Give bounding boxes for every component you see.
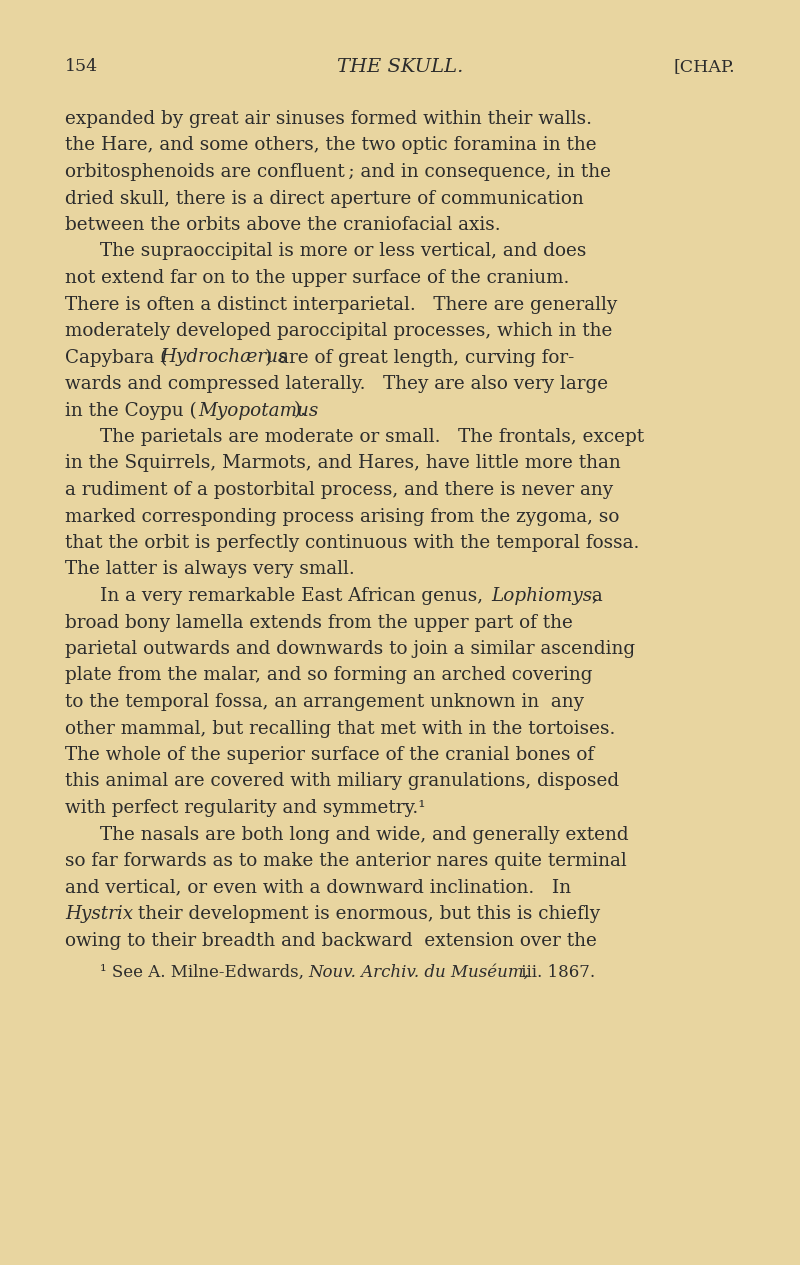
Text: in the Squirrels, Marmots, and Hares, have little more than: in the Squirrels, Marmots, and Hares, ha… bbox=[65, 454, 621, 473]
Text: Capybara (: Capybara ( bbox=[65, 348, 167, 367]
Text: ¹ See A. Milne-Edwards,: ¹ See A. Milne-Edwards, bbox=[100, 964, 310, 980]
Text: Hystrix: Hystrix bbox=[65, 904, 133, 923]
Text: Lophiomys,: Lophiomys, bbox=[491, 587, 598, 605]
Text: The latter is always very small.: The latter is always very small. bbox=[65, 560, 354, 578]
Text: so far forwards as to make the anterior nares quite terminal: so far forwards as to make the anterior … bbox=[65, 853, 626, 870]
Text: Hydrochærus: Hydrochærus bbox=[160, 348, 288, 367]
Text: owing to their breadth and backward  extension over the: owing to their breadth and backward exte… bbox=[65, 931, 597, 950]
Text: plate from the malar, and so forming an arched covering: plate from the malar, and so forming an … bbox=[65, 667, 593, 684]
Text: a rudiment of a postorbital process, and there is never any: a rudiment of a postorbital process, and… bbox=[65, 481, 613, 498]
Text: The nasals are both long and wide, and generally extend: The nasals are both long and wide, and g… bbox=[100, 826, 629, 844]
Text: not extend far on to the upper surface of the cranium.: not extend far on to the upper surface o… bbox=[65, 269, 570, 287]
Text: between the orbits above the craniofacial axis.: between the orbits above the craniofacia… bbox=[65, 216, 501, 234]
Text: ).: ). bbox=[294, 401, 307, 420]
Text: 154: 154 bbox=[65, 58, 98, 75]
Text: parietal outwards and downwards to join a similar ascending: parietal outwards and downwards to join … bbox=[65, 640, 635, 658]
Text: dried skull, there is a direct aperture of communication: dried skull, there is a direct aperture … bbox=[65, 190, 584, 207]
Text: The supraoccipital is more or less vertical, and does: The supraoccipital is more or less verti… bbox=[100, 243, 586, 261]
Text: ) are of great length, curving for-: ) are of great length, curving for- bbox=[266, 348, 574, 367]
Text: moderately developed paroccipital processes, which in the: moderately developed paroccipital proces… bbox=[65, 323, 612, 340]
Text: their development is enormous, but this is chiefly: their development is enormous, but this … bbox=[132, 904, 600, 923]
Text: with perfect regularity and symmetry.¹: with perfect regularity and symmetry.¹ bbox=[65, 799, 426, 817]
Text: marked corresponding process arising from the zygoma, so: marked corresponding process arising fro… bbox=[65, 507, 619, 525]
Text: Myopotamus: Myopotamus bbox=[198, 401, 318, 420]
Text: [CHAP.: [CHAP. bbox=[674, 58, 735, 75]
Text: and vertical, or even with a downward inclination.   In: and vertical, or even with a downward in… bbox=[65, 878, 571, 897]
Text: iii. 1867.: iii. 1867. bbox=[516, 964, 595, 980]
Text: Nouv. Archiv. du Muséum,: Nouv. Archiv. du Muséum, bbox=[308, 964, 529, 980]
Text: In a very remarkable East African genus,: In a very remarkable East African genus, bbox=[100, 587, 489, 605]
Text: wards and compressed laterally.   They are also very large: wards and compressed laterally. They are… bbox=[65, 374, 608, 393]
Text: The whole of the superior surface of the cranial bones of: The whole of the superior surface of the… bbox=[65, 746, 594, 764]
Text: a: a bbox=[586, 587, 603, 605]
Text: to the temporal fossa, an arrangement unknown in  any: to the temporal fossa, an arrangement un… bbox=[65, 693, 584, 711]
Text: other mammal, but recalling that met with in the tortoises.: other mammal, but recalling that met wit… bbox=[65, 720, 615, 737]
Text: THE SKULL.: THE SKULL. bbox=[337, 58, 463, 76]
Text: broad bony lamella extends from the upper part of the: broad bony lamella extends from the uppe… bbox=[65, 614, 573, 631]
Text: in the Coypu (: in the Coypu ( bbox=[65, 401, 197, 420]
Text: this animal are covered with miliary granulations, disposed: this animal are covered with miliary gra… bbox=[65, 773, 619, 791]
Text: The parietals are moderate or small.   The frontals, except: The parietals are moderate or small. The… bbox=[100, 428, 644, 447]
Text: the Hare, and some others, the two optic foramina in the: the Hare, and some others, the two optic… bbox=[65, 137, 597, 154]
Text: expanded by great air sinuses formed within their walls.: expanded by great air sinuses formed wit… bbox=[65, 110, 592, 128]
Text: orbitosphenoids are confluent ; and in consequence, in the: orbitosphenoids are confluent ; and in c… bbox=[65, 163, 611, 181]
Text: that the orbit is perfectly continuous with the temporal fossa.: that the orbit is perfectly continuous w… bbox=[65, 534, 639, 552]
Text: There is often a distinct interparietal.   There are generally: There is often a distinct interparietal.… bbox=[65, 296, 618, 314]
